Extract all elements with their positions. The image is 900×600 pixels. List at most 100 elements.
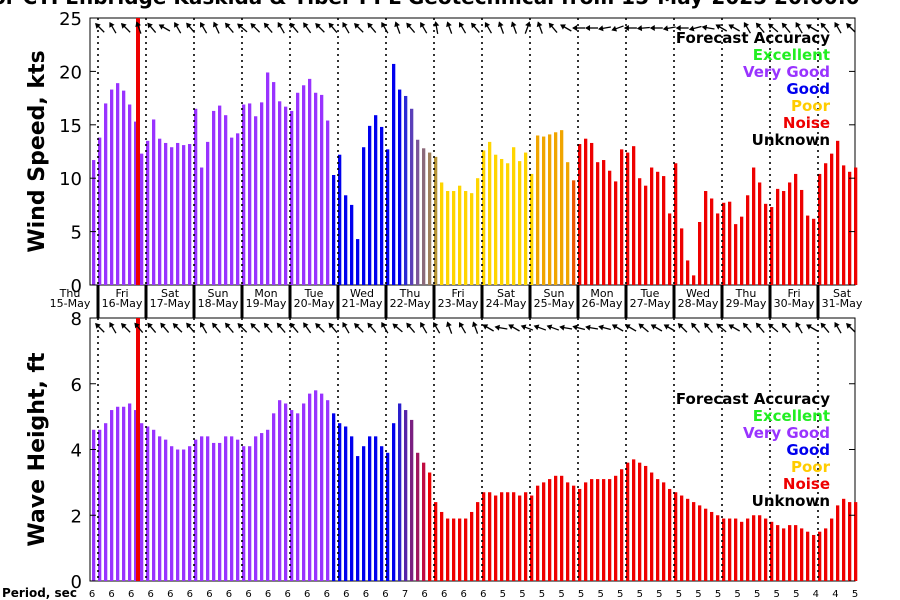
data-bar [764, 203, 768, 285]
period-value: 6 [187, 589, 193, 600]
period-value: 6 [363, 589, 369, 600]
y-tick-label: 10 [59, 169, 82, 190]
direction-arrow [354, 323, 364, 333]
direction-arrow [381, 21, 389, 34]
data-bar [320, 94, 324, 285]
data-bar [254, 116, 258, 285]
data-bar [122, 406, 126, 581]
data-bar [458, 518, 462, 581]
data-bar [734, 518, 738, 581]
wind-speed-panel: 0 5 10 15 20 25 Wind Speed, kts [25, 9, 858, 297]
data-bar [104, 423, 108, 581]
y-tick-label: 5 [71, 223, 82, 244]
day-name-label: Thu [59, 287, 81, 300]
data-bar [482, 492, 486, 581]
direction-arrow [147, 22, 157, 34]
data-bar [560, 475, 564, 581]
data-bar [812, 218, 816, 285]
day-axis: Thu15-MayFri16-MaySat17-MaySun18-MayMon1… [50, 285, 863, 318]
day-name-label: Sat [497, 287, 516, 300]
direction-arrow [598, 324, 611, 331]
direction-arrow [303, 322, 312, 334]
data-bar [158, 138, 162, 285]
period-value: 6 [304, 589, 310, 600]
day-name-label: Mon [590, 287, 613, 300]
data-bar [824, 528, 828, 581]
day-name-label: Fri [451, 287, 464, 300]
direction-arrow [120, 323, 131, 333]
data-bar [248, 446, 252, 581]
data-bar [614, 475, 618, 581]
direction-arrow [623, 25, 637, 31]
period-value: 5 [715, 589, 721, 600]
data-bar [494, 154, 498, 285]
data-bar [272, 82, 276, 285]
day-name-label: Tue [640, 287, 660, 300]
data-bar [560, 130, 564, 285]
period-value: 6 [89, 589, 95, 600]
data-bar [200, 167, 204, 285]
data-bar [446, 518, 450, 581]
y-tick-label: 2 [71, 506, 82, 527]
data-bar [542, 482, 546, 581]
period-value: 5 [695, 589, 701, 600]
day-date-label: 24-May [486, 297, 527, 310]
data-bar [278, 400, 282, 581]
data-bar [722, 202, 726, 285]
direction-arrow [524, 21, 531, 34]
data-bar [428, 152, 432, 285]
direction-arrow [688, 25, 702, 32]
data-bar [800, 189, 804, 285]
data-bar [146, 426, 150, 581]
data-bar [170, 446, 174, 581]
data-bar [164, 439, 168, 581]
y-tick-label: 4 [71, 441, 82, 462]
day-name-label: Thu [399, 287, 421, 300]
direction-arrow [834, 21, 842, 34]
data-bar [152, 119, 156, 286]
period-value: 5 [558, 589, 564, 600]
data-bar [482, 150, 486, 285]
data-bar [638, 178, 642, 285]
data-bar [170, 147, 174, 285]
data-bar [464, 191, 468, 285]
direction-arrow [458, 21, 467, 34]
data-bar [230, 137, 234, 285]
data-bar [488, 141, 492, 285]
data-bar [374, 115, 378, 285]
data-bar [302, 403, 306, 581]
data-bar [188, 144, 192, 285]
direction-arrow [263, 22, 273, 34]
period-value: 6 [480, 589, 486, 600]
data-bar [92, 429, 96, 581]
period-value: 6 [441, 589, 447, 600]
period-value: 6 [382, 589, 388, 600]
data-bar [158, 436, 162, 581]
data-bar [344, 195, 348, 285]
data-bar [350, 204, 354, 285]
data-bar [416, 452, 420, 581]
legend-item: Good [786, 80, 830, 98]
data-bar [596, 162, 600, 285]
data-bar [716, 213, 720, 285]
direction-arrow [701, 24, 715, 31]
direction-arrow [237, 323, 248, 333]
data-bar [308, 393, 312, 581]
data-bar [656, 171, 660, 285]
data-bar [314, 390, 318, 581]
data-bar [530, 495, 534, 581]
data-bar [632, 459, 636, 581]
data-bar [806, 215, 810, 285]
direction-arrow [224, 22, 234, 34]
data-bar [662, 176, 666, 285]
direction-arrow [728, 24, 740, 32]
data-bar [674, 163, 678, 285]
data-bar [740, 216, 744, 285]
day-date-label: 20-May [294, 297, 335, 310]
now-marker [136, 18, 140, 285]
direction-arrow [636, 25, 650, 32]
data-bar [182, 145, 186, 285]
data-bar [530, 173, 534, 285]
data-bar [326, 400, 330, 581]
data-bar [98, 429, 102, 581]
